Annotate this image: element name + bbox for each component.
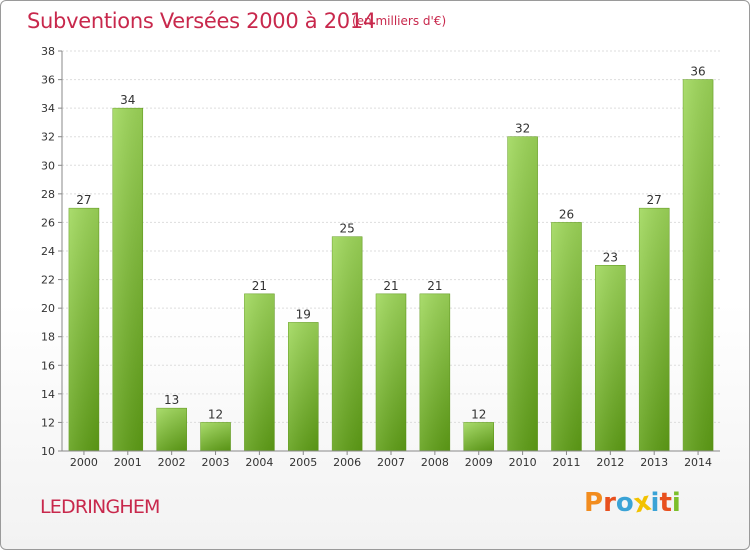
bar-shade: [507, 136, 538, 451]
y-tick-label: 28: [41, 188, 55, 201]
bar-shade: [683, 79, 714, 452]
logo-letter: P: [584, 488, 604, 518]
logo-letter: r: [603, 488, 616, 518]
bar-shade: [595, 265, 626, 451]
data-label: 12: [208, 407, 223, 421]
data-label: 19: [296, 307, 311, 321]
data-label: 27: [647, 193, 662, 207]
x-tick-label: 2004: [245, 456, 273, 469]
y-tick-label: 12: [41, 416, 55, 429]
x-tick-label: 2002: [158, 456, 186, 469]
x-tick-label: 2007: [377, 456, 405, 469]
data-label: 13: [164, 393, 179, 407]
data-label: 36: [690, 65, 705, 79]
logo-letter: o: [615, 488, 634, 518]
y-tick-label: 26: [41, 216, 55, 229]
y-tick-label: 18: [41, 331, 55, 344]
bar-shade: [156, 408, 187, 451]
logo-letter: i: [650, 488, 660, 518]
data-label: 23: [603, 250, 618, 264]
y-tick-label: 36: [41, 74, 55, 87]
bar-shade: [376, 293, 406, 451]
y-tick-label: 30: [41, 159, 55, 172]
x-tick-label: 2006: [333, 456, 361, 469]
bar-shade: [244, 293, 275, 451]
y-tick-label: 22: [41, 274, 55, 287]
data-label: 12: [471, 407, 486, 421]
bar-shade: [288, 322, 319, 451]
x-tick-label: 2009: [465, 456, 493, 469]
x-tick-label: 2010: [509, 456, 537, 469]
y-tick-label: 14: [41, 388, 55, 401]
bar-shade: [639, 208, 670, 451]
chart-title: Subventions Versées 2000 à 2014: [27, 9, 376, 33]
logo-letter: t: [659, 488, 672, 518]
bar-shade: [463, 422, 494, 451]
data-label: 21: [383, 279, 398, 293]
data-label: 34: [120, 93, 135, 107]
bar-shade: [551, 222, 582, 451]
logo-letter: i: [671, 488, 681, 518]
x-tick-label: 2005: [289, 456, 317, 469]
y-tick-label: 20: [41, 302, 55, 315]
x-tick-label: 2014: [684, 456, 712, 469]
y-tick-label: 38: [41, 45, 55, 58]
commune-name: LEDRINGHEM: [40, 496, 160, 518]
bar-shade: [112, 108, 143, 452]
data-label: 27: [76, 193, 91, 207]
bar-shade: [200, 422, 231, 451]
x-tick-label: 2003: [202, 456, 230, 469]
bar-shade: [332, 236, 363, 451]
data-label: 21: [427, 279, 442, 293]
y-tick-label: 16: [41, 359, 55, 372]
bar-shade: [68, 208, 99, 451]
x-tick-label: 2001: [114, 456, 142, 469]
x-tick-label: 2013: [640, 456, 668, 469]
proxiti-logo[interactable]: Proxiti: [584, 487, 681, 520]
x-tick-label: 2000: [70, 456, 98, 469]
data-label: 25: [339, 222, 354, 236]
y-tick-label: 24: [41, 245, 55, 258]
x-tick-label: 2012: [596, 456, 624, 469]
bar-shade: [419, 293, 450, 451]
y-tick-label: 34: [41, 102, 55, 115]
chart-subtitle: (en milliers d'€): [352, 14, 447, 28]
y-tick-label: 32: [41, 131, 55, 144]
data-label: 32: [515, 122, 530, 136]
data-label: 26: [559, 207, 574, 221]
x-tick-label: 2008: [421, 456, 449, 469]
x-tick-label: 2011: [552, 456, 580, 469]
y-tick-label: 10: [41, 445, 55, 458]
data-label: 21: [252, 279, 267, 293]
